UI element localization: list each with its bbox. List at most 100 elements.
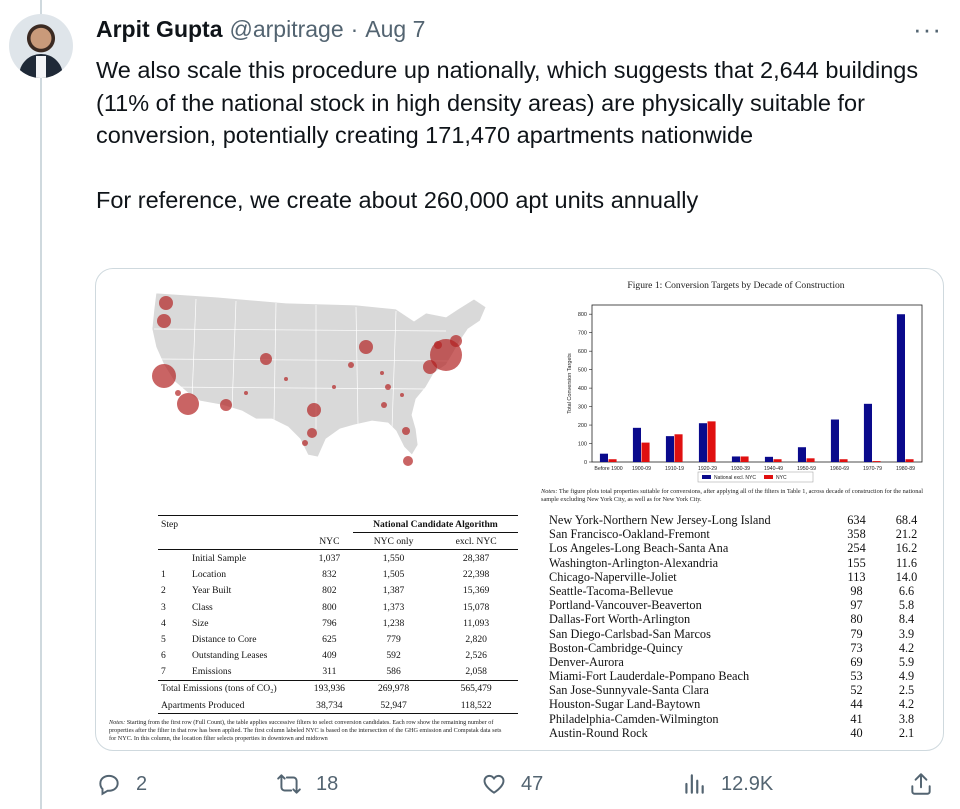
like-button[interactable]: 47 — [481, 771, 543, 797]
emissions-nyc: 193,936 — [313, 683, 345, 695]
retweet-icon — [277, 774, 301, 794]
metro-row: San Diego-Carlsbad-San Marcos 79 3.9 — [549, 627, 934, 641]
map-bubble — [403, 456, 413, 466]
row-label: Year Built — [192, 585, 232, 597]
row-nyc-only: 586 — [386, 666, 401, 678]
x-tick-label: 1930-39 — [731, 466, 750, 472]
map-bubble — [307, 428, 317, 438]
metro-name: Houston-Sugar Land-Baytown — [549, 697, 701, 712]
row-label: Size — [192, 617, 209, 629]
legend-label: NYC — [776, 475, 787, 481]
emissions-excl: 565,479 — [460, 683, 492, 695]
metro-row: San Jose-Sunnyvale-Santa Clara 52 2.5 — [549, 683, 934, 697]
row-index: 5 — [161, 633, 166, 645]
views-button[interactable]: 12.9K — [681, 771, 773, 797]
tweet-date[interactable]: Aug 7 — [365, 16, 426, 42]
metro-row: Austin-Round Rock 40 2.1 — [549, 726, 934, 740]
row-excl: 2,058 — [465, 666, 487, 678]
views-count: 12.9K — [721, 772, 774, 795]
map-bubble — [152, 364, 176, 388]
us-map — [151, 292, 487, 466]
row-index: 1 — [161, 569, 166, 581]
metro-name: New York-Northern New Jersey-Long Island — [549, 513, 771, 527]
map-bubble — [307, 403, 321, 417]
author-name[interactable]: Arpit Gupta — [96, 16, 223, 42]
metro-name: Miami-Fort Lauderdale-Pompano Beach — [549, 669, 750, 684]
reply-button[interactable]: 2 — [96, 771, 147, 797]
metro-targets: 113 — [847, 569, 866, 584]
y-tick-label: 200 — [578, 423, 587, 429]
figure-title: Figure 1: Conversion Targets by Decade o… — [627, 280, 845, 291]
share-button[interactable] — [908, 771, 934, 797]
metro-apartments: 4.2 — [898, 640, 915, 655]
bar — [731, 456, 740, 462]
bar — [896, 314, 905, 462]
avatar[interactable] — [9, 14, 73, 78]
bar — [641, 442, 650, 462]
more-icon[interactable]: ··· — [913, 14, 942, 44]
y-tick-label: 300 — [578, 405, 587, 411]
us-map-land — [151, 292, 487, 458]
metro-targets: 155 — [847, 555, 866, 570]
retweet-button[interactable]: 18 — [276, 771, 338, 797]
metro-name: Austin-Round Rock — [549, 725, 648, 740]
bar — [905, 459, 914, 462]
row-excl: 22,398 — [462, 569, 490, 581]
metro-targets: 79 — [850, 626, 863, 641]
map-bubble — [175, 390, 181, 396]
x-tick-label: 1960-69 — [830, 466, 849, 472]
row-nyc: 1,037 — [318, 552, 341, 564]
y-tick-label: 100 — [578, 442, 587, 448]
avatar-shirt — [36, 56, 46, 78]
emissions-nyc-only: 269,978 — [377, 683, 410, 695]
metro-targets: 80 — [850, 612, 863, 627]
metro-apartments: 4.2 — [898, 697, 915, 712]
metro-name: Seattle-Tacoma-Bellevue — [549, 583, 674, 598]
tweet-image[interactable]: Step National Candidate Algorithm NYC NY… — [95, 268, 944, 751]
metro-apartments: 3.8 — [898, 711, 915, 726]
metro-targets: 98 — [850, 583, 863, 598]
y-tick-label: 700 — [578, 331, 587, 337]
metro-name: Los Angeles-Long Beach-Santa Ana — [549, 541, 729, 556]
row-index — [158, 550, 180, 567]
like-count: 47 — [521, 772, 544, 795]
bar — [863, 403, 872, 462]
reply-icon — [99, 774, 119, 796]
bar — [839, 459, 848, 462]
metro-targets: 40 — [850, 725, 863, 740]
map-bubble — [220, 399, 232, 411]
metro-name: Dallas-Fort Worth-Arlington — [549, 612, 691, 627]
metro-targets: 53 — [850, 669, 863, 684]
row-nyc-only: 1,387 — [382, 585, 405, 597]
metro-table: New York-Northern New Jersey-Long Island… — [549, 507, 934, 740]
thread-line — [40, 0, 42, 809]
bar — [608, 459, 617, 462]
metro-name: Philadelphia-Camden-Wilmington — [549, 711, 719, 726]
metro-apartments: 6.6 — [898, 583, 915, 598]
author-handle[interactable]: @arpitrage — [229, 16, 344, 42]
filter-table: Step National Candidate Algorithm NYC NY… — [158, 515, 518, 714]
metro-row: Washington-Arlington-Alexandria 155 11.6 — [549, 556, 934, 570]
metro-apartments: 16.2 — [895, 541, 918, 556]
y-tick-label: 800 — [578, 312, 587, 318]
apartments-excl: 118,522 — [460, 699, 492, 711]
map-bubble — [359, 340, 373, 354]
metro-targets: 97 — [850, 598, 863, 613]
figure-notes-label: Notes: — [541, 488, 558, 495]
row-excl: 15,078 — [462, 601, 490, 613]
tweet-header: Arpit Gupta @arpitrage · Aug 7 — [96, 16, 425, 43]
y-tick-label: 400 — [578, 386, 587, 392]
row-nyc: 311 — [322, 666, 337, 678]
legend-swatch — [764, 475, 773, 479]
y-tick-label: 0 — [584, 460, 587, 466]
map-bubble — [177, 393, 199, 415]
figure-notes-text: The figure plots total properties suitab… — [541, 488, 923, 503]
x-tick-label: 1940-49 — [764, 466, 783, 472]
row-excl: 11,093 — [463, 617, 490, 629]
views-icon — [685, 774, 704, 794]
table-row: 6 Outstanding Leases 409 592 2,526 — [158, 648, 518, 664]
row-nyc: 625 — [322, 633, 337, 645]
metro-apartments: 5.9 — [898, 654, 915, 669]
table-row: Initial Sample 1,037 1,550 28,387 — [158, 550, 518, 567]
map-bubble — [381, 402, 387, 408]
